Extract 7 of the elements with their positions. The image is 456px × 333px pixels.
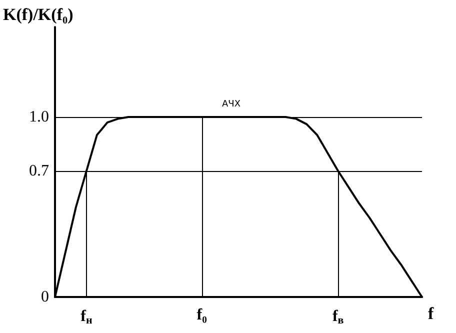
y-tick-label: 1.0 bbox=[29, 108, 49, 126]
annotation: АЧХ bbox=[222, 100, 240, 110]
y-tick-label: 0 bbox=[41, 288, 49, 306]
y-tick-label: 0.7 bbox=[29, 162, 49, 180]
x-axis-title: f bbox=[428, 304, 434, 323]
x-tick-label: f₀ bbox=[196, 306, 208, 324]
y-axis-title: K(f)/K(f₀) bbox=[3, 5, 74, 24]
